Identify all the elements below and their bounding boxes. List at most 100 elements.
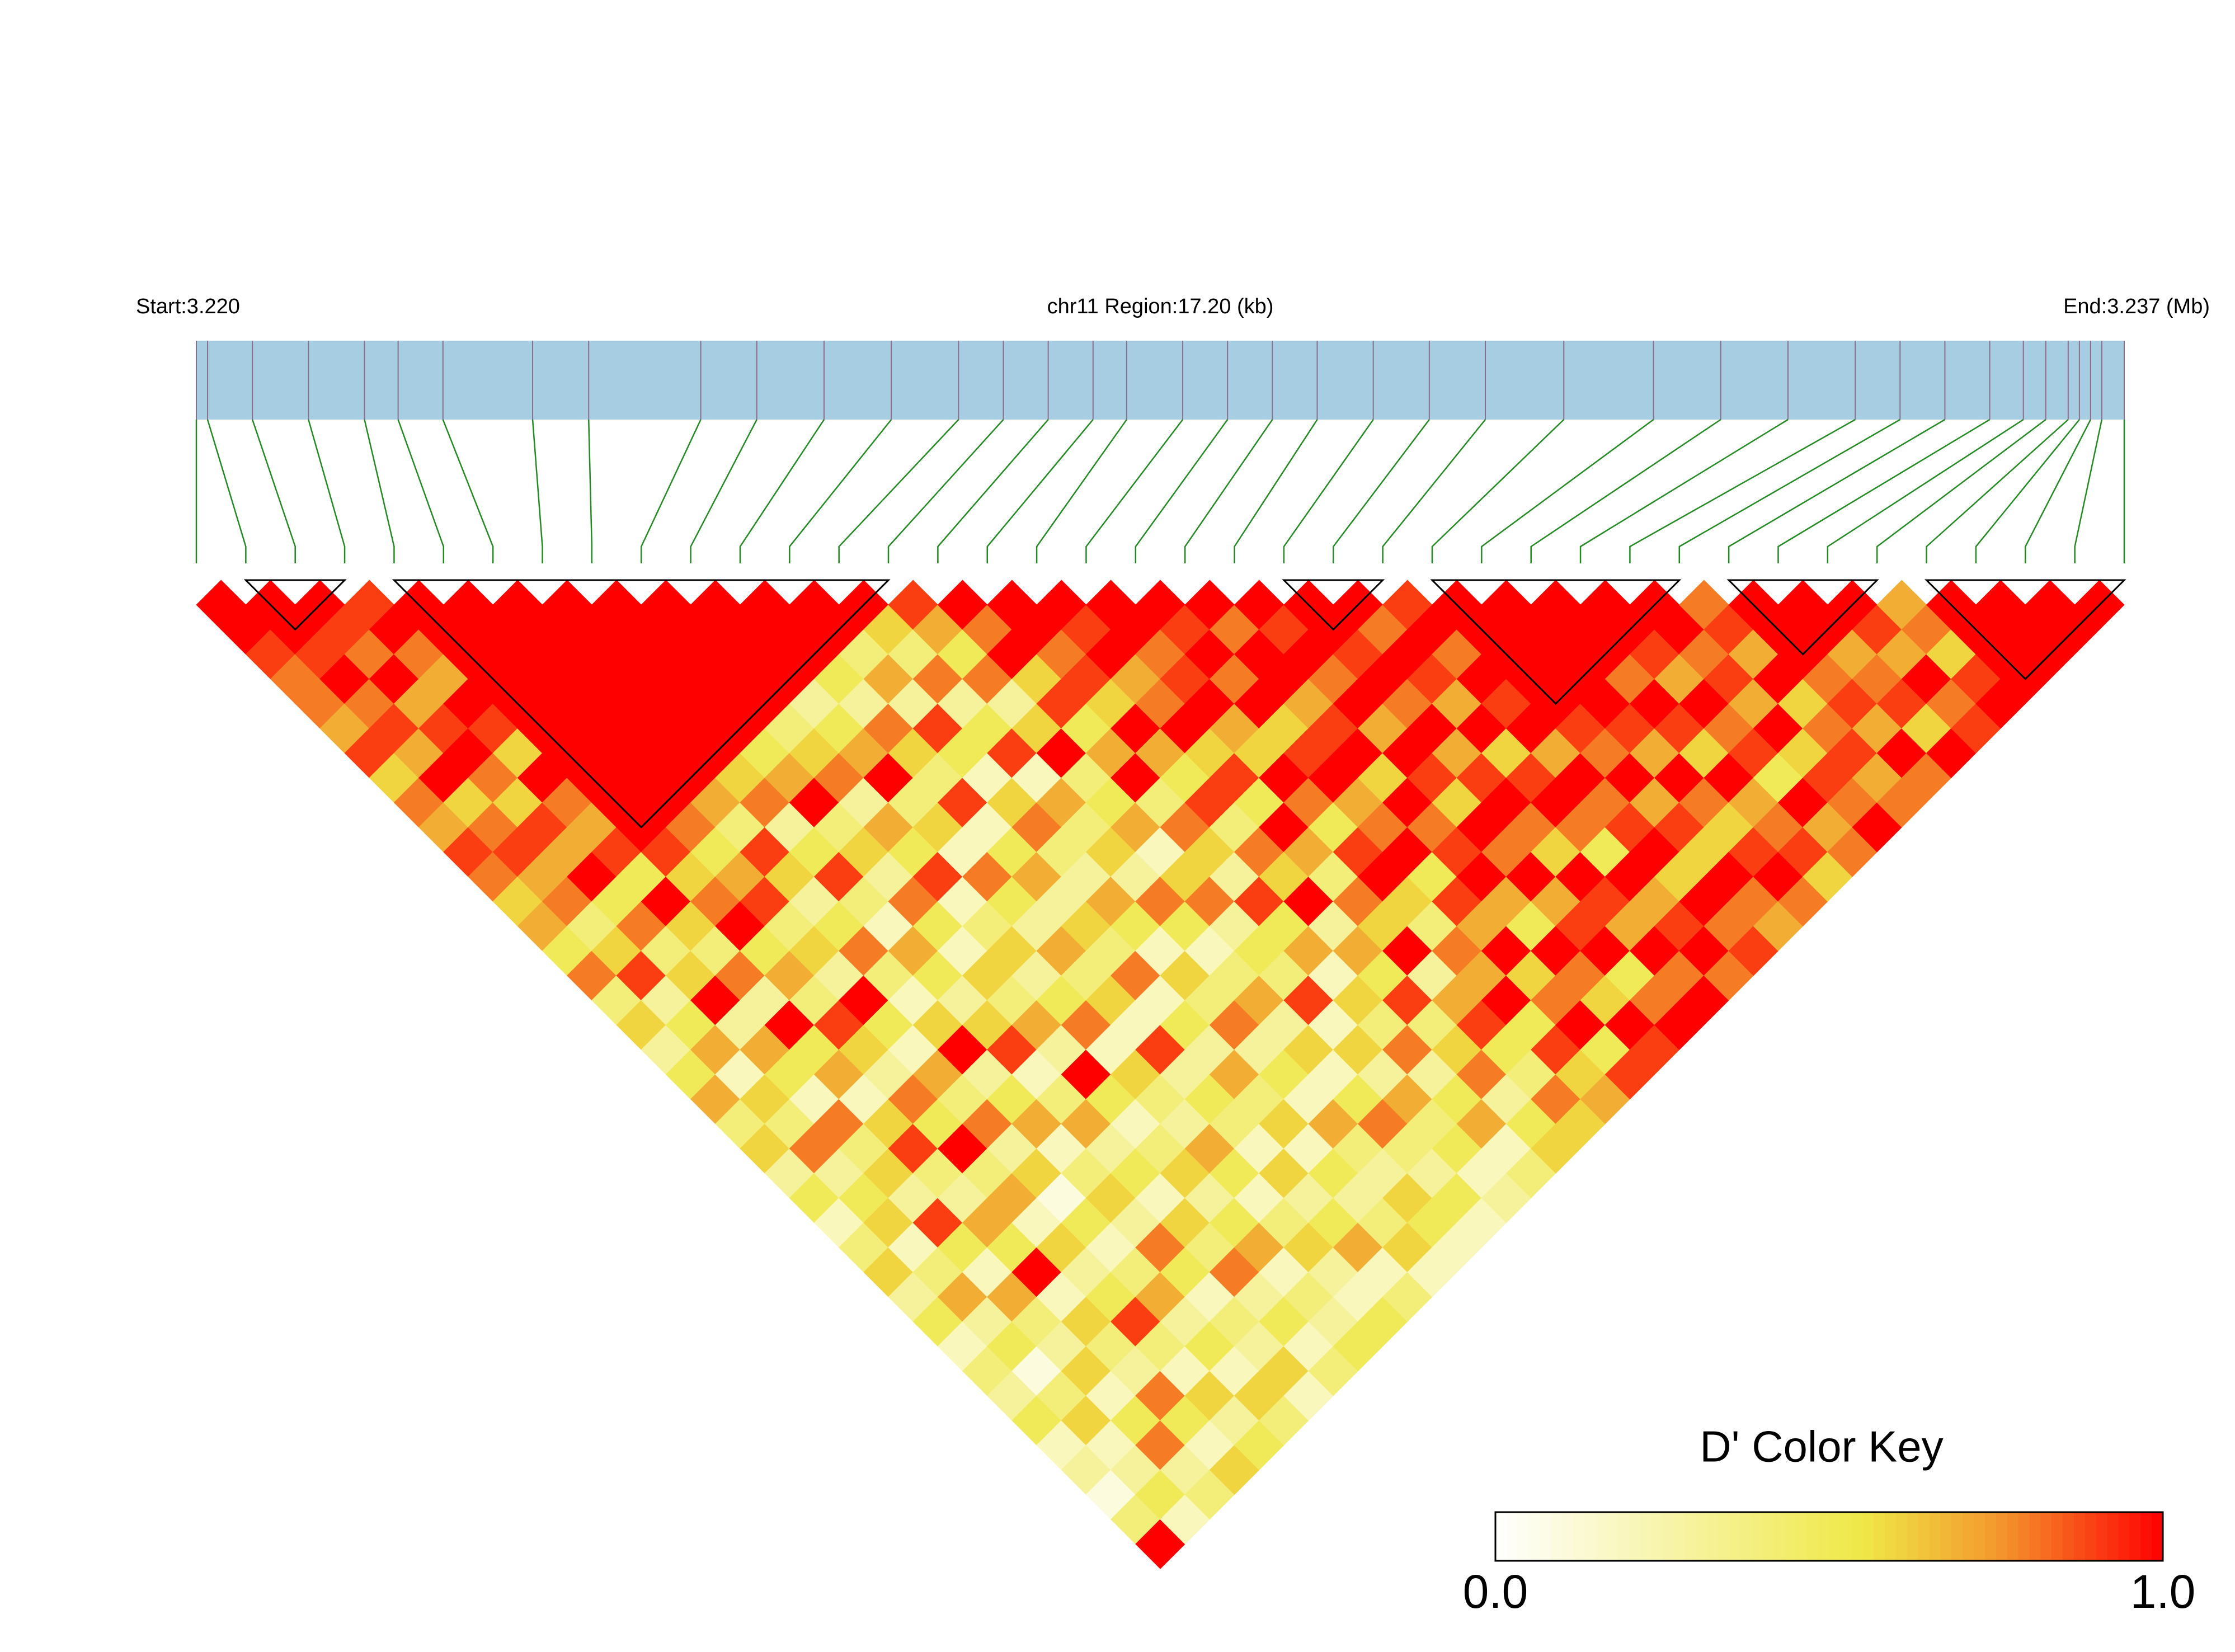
haplotype-block [1924, 579, 2126, 680]
color-key-step [2118, 1512, 2130, 1561]
color-key-title: D' Color Key [1700, 1422, 1943, 1471]
snp-connector [739, 419, 825, 563]
snp-connector [1678, 418, 1900, 563]
color-key-step [1963, 1512, 1974, 1561]
snp-connector [887, 419, 1004, 563]
color-key-step [1517, 1512, 1530, 1561]
color-key-step [1662, 1512, 1674, 1561]
color-key-step [1751, 1512, 1763, 1561]
color-key-frame [1494, 1511, 2164, 1562]
color-key-step [1573, 1512, 1585, 1561]
haplotype-block [392, 579, 891, 829]
snp-connector [1827, 418, 2024, 563]
color-key-step [2029, 1512, 2041, 1561]
color-key-step [2140, 1512, 2152, 1561]
color-key-step [1918, 1512, 1930, 1561]
snp-connector [1431, 419, 1565, 563]
color-key-step [2018, 1512, 2030, 1561]
snp-connector [1382, 419, 1486, 563]
snp-connector [690, 419, 757, 563]
snp-connector [1579, 418, 1789, 563]
color-key-step [2085, 1512, 2097, 1561]
color-key-step [1784, 1512, 1796, 1561]
color-key-step [1595, 1512, 1607, 1561]
snp-connector [587, 419, 593, 563]
color-key-step [2073, 1512, 2086, 1561]
snp-connector [531, 419, 543, 563]
color-key-step [1940, 1512, 1952, 1561]
color-key-step [1806, 1512, 1819, 1561]
haplotype-block [243, 579, 347, 631]
color-key-step [1617, 1512, 1630, 1561]
color-key-step [2152, 1512, 2163, 1561]
color-key-step [1540, 1512, 1552, 1561]
color-key-step [1506, 1512, 1518, 1561]
snp-connector [789, 419, 892, 563]
color-key-step [1973, 1512, 1985, 1561]
color-key-step [1729, 1512, 1741, 1561]
color-key-step [1874, 1512, 1885, 1561]
snp-connector [986, 419, 1094, 563]
region-label: chr11 Region:17.20 (kb) [1047, 295, 1274, 318]
snp-connector [937, 419, 1049, 563]
snp-connector [1777, 418, 1991, 563]
color-key-step [2063, 1512, 2074, 1561]
color-key-step [2007, 1512, 2019, 1561]
color-key-step [1829, 1512, 1841, 1561]
snp-track [196, 341, 2124, 420]
color-key-step [1551, 1512, 1563, 1561]
snp-connector [1876, 419, 2046, 563]
snp-connector [1184, 419, 1273, 563]
color-key-step [1695, 1512, 1707, 1561]
color-key-step [1762, 1512, 1774, 1561]
color-key-step [1984, 1512, 1997, 1561]
color-key-step [1673, 1512, 1685, 1561]
snp-connector [206, 419, 247, 563]
color-key-step [1884, 1512, 1897, 1561]
end-label: End:3.237 (Mb) [2063, 295, 2210, 318]
start-label: Start:3.220 [136, 295, 240, 318]
color-key-step [1651, 1512, 1663, 1561]
color-key-step [1907, 1512, 1919, 1561]
snp-connector [1926, 419, 2069, 563]
color-key-step [1951, 1512, 1963, 1561]
snp-connector [2074, 419, 2103, 563]
snp-connector [251, 419, 296, 563]
color-key-step [1795, 1512, 1808, 1561]
color-key-step [1996, 1512, 2008, 1561]
snp-connector [397, 419, 445, 563]
snp-connector [1333, 419, 1430, 563]
color-key-step [2040, 1512, 2052, 1561]
color-key-step [1895, 1512, 1908, 1561]
color-key-step [1840, 1512, 1852, 1561]
color-key-step [1562, 1512, 1574, 1561]
color-key-step [1862, 1512, 1874, 1561]
color-key-step [2096, 1512, 2108, 1561]
color-key-step [1685, 1512, 1696, 1561]
color-key-step [2107, 1512, 2119, 1561]
color-key-step [1851, 1512, 1863, 1561]
color-key-step [1528, 1512, 1541, 1561]
snp-connector [1481, 418, 1654, 563]
haplotype-block [1726, 579, 1879, 656]
color-key-tick-label: 1.0 [2130, 1565, 2196, 1618]
color-key-step [1818, 1512, 1830, 1561]
haplotype-block [1282, 579, 1385, 631]
color-key-step [1740, 1512, 1752, 1561]
haplotype-block [1430, 579, 1682, 705]
snp-connector [442, 419, 494, 563]
color-key-step [1640, 1512, 1651, 1561]
snp-connector [1728, 418, 1946, 563]
snp-connector [1283, 419, 1374, 563]
snp-connector [2025, 419, 2092, 563]
color-key-step [2052, 1512, 2063, 1561]
snp-connector [1085, 419, 1184, 563]
snp-connector [308, 419, 346, 563]
color-key-step [1629, 1512, 1641, 1561]
snp-connector [838, 419, 959, 563]
snp-connector [1629, 418, 1856, 563]
color-key-step [1495, 1512, 1507, 1561]
color-key-tick-label: 0.0 [1463, 1565, 1528, 1618]
